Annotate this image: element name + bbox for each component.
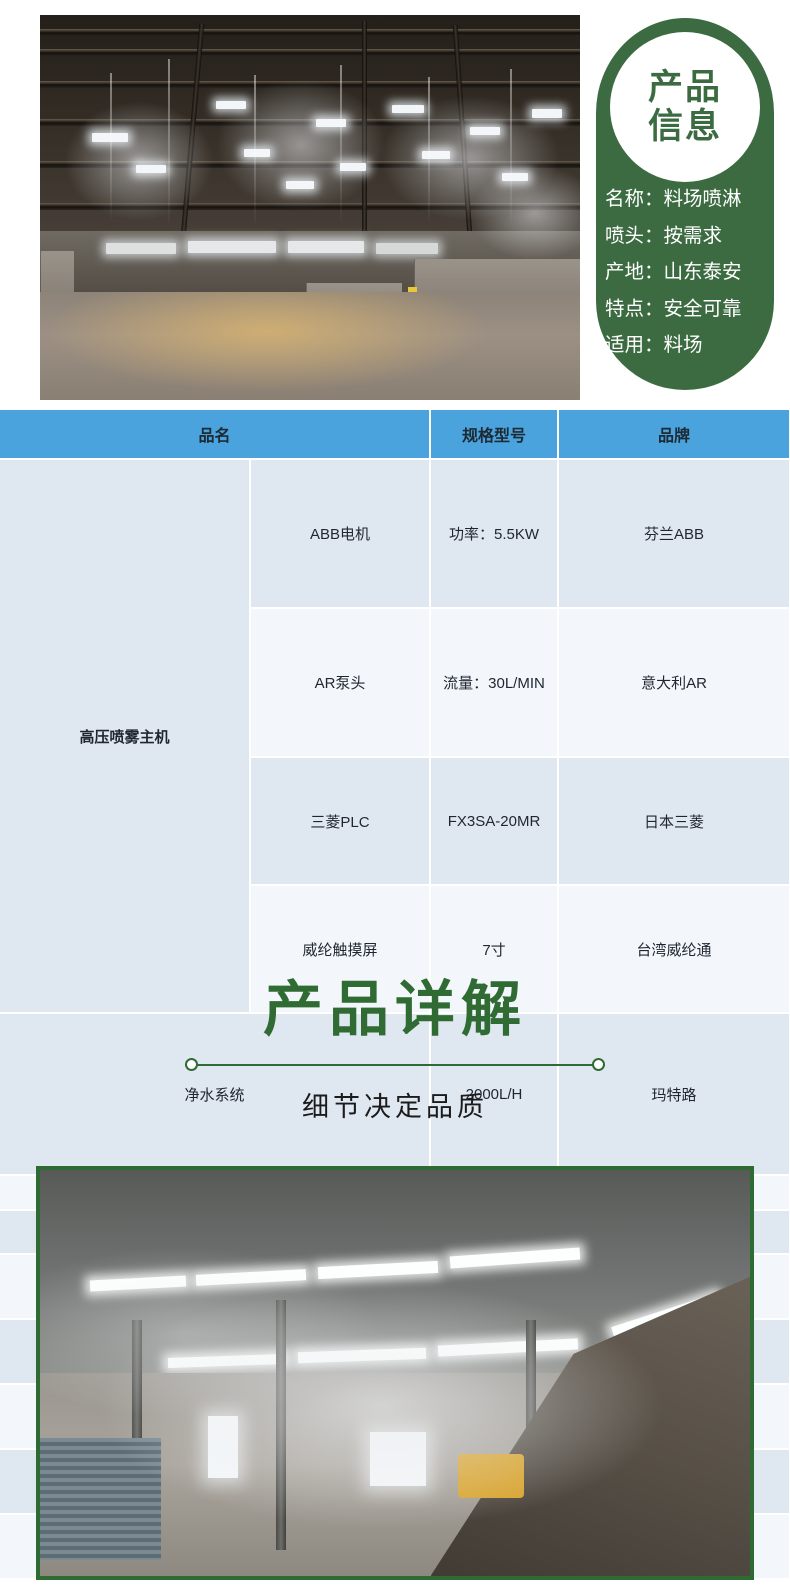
mist-jet [340, 65, 342, 225]
skylight [216, 101, 246, 109]
skylight [532, 109, 562, 118]
divider-dot-left-icon [185, 1058, 198, 1072]
cell-spec: 流量：30L/MIN [430, 608, 560, 758]
divider-line [185, 1063, 605, 1066]
cell-spec: FX3SA-20MR [430, 757, 560, 886]
cell-brand: 日本三菱 [558, 757, 790, 886]
skylight [422, 151, 450, 159]
cell-sub: 威纶触摸屏 [250, 885, 432, 1014]
roof-truss [40, 81, 580, 88]
dust-suppression-mist [40, 1170, 750, 1576]
roof-truss [40, 29, 580, 36]
skylight [470, 127, 500, 135]
product-info-panel: 产品 信息 名称：料场喷淋 喷头：按需求 产地：山东泰安 特点：安全可靠 适用：… [596, 18, 774, 390]
skylight [340, 163, 366, 171]
window-band [288, 241, 364, 253]
cell-spec: 7寸 [430, 885, 560, 1014]
roof-truss [40, 161, 580, 168]
column-header-name: 品名 [0, 410, 432, 460]
cell-brand: 台湾威纶通 [558, 885, 790, 1014]
product-info-list: 名称：料场喷淋 喷头：按需求 产地：山东泰安 特点：安全可靠 适用：料场 [596, 188, 774, 373]
product-info-name: 名称：料场喷淋 [605, 188, 742, 210]
mist-jet [428, 77, 430, 225]
support-column [362, 21, 367, 246]
section-subtitle: 细节决定品质 [302, 1091, 488, 1122]
table-row: 高压喷雾主机 ABB电机 功率：5.5KW 芬兰ABB 配自动补水系统 [0, 459, 790, 1014]
roof-truss [40, 49, 580, 56]
product-info-title-line2: 信息 [647, 107, 722, 146]
detail-section-header: 产品详解 细节决定品质 [0, 975, 790, 1124]
cell-name: 净水系统 [0, 1013, 432, 1176]
skylight [502, 173, 528, 181]
section-title: 产品详解 [263, 976, 527, 1043]
table-row: 威纶触摸屏 7寸 台湾威纶通 故障排查系统 [0, 885, 790, 1014]
table-row: 净水系统 2000L/H 玛特路 三级PP过滤+UF超滤 [0, 1013, 790, 1176]
cell-sub: ABB电机 [250, 459, 432, 609]
roof-truss [40, 119, 580, 126]
product-info-nozzle: 喷头：按需求 [605, 224, 723, 247]
column-header-model: 规格型号 [430, 410, 560, 460]
cell-sub: AR泵头 [250, 608, 432, 758]
product-info-badge: 产品 信息 [610, 32, 760, 182]
window-band [376, 243, 438, 254]
mist-jet [510, 69, 512, 225]
table-row: 三菱PLC FX3SA-20MR 日本三菱 过载保护系统 [0, 757, 790, 886]
cell-spec: 功率：5.5KW [430, 459, 560, 609]
product-info-feature: 特点：安全可靠 [605, 297, 742, 320]
product-info-usage: 适用：料场 [605, 334, 703, 356]
top-section: 产品 信息 名称：料场喷淋 喷头：按需求 产地：山东泰安 特点：安全可靠 适用：… [0, 0, 790, 400]
window-band [188, 241, 276, 253]
cell-brand: 意大利AR [558, 608, 790, 758]
warehouse-floor [40, 292, 580, 400]
skylight [286, 181, 314, 189]
mist-jet [168, 59, 170, 227]
merged-group-label: 高压喷雾主机 [0, 459, 251, 1014]
column-header-brand: 品牌 [558, 410, 790, 460]
skylight [244, 149, 270, 157]
table-row: AR泵头 流量：30L/MIN 意大利AR 无报警保护系统 [0, 608, 790, 758]
skylight [392, 105, 424, 113]
mist-jet [110, 73, 112, 223]
window-band [106, 243, 176, 254]
bottom-photo-scene [40, 1170, 750, 1576]
roof-truss [40, 203, 580, 210]
cell-sub: 三菱PLC [250, 757, 432, 886]
section-divider [185, 1056, 605, 1074]
product-info-title-line1: 产品 [647, 67, 722, 107]
bottom-photo [36, 1166, 754, 1580]
cell-spec: 2000L/H [430, 1013, 560, 1176]
cell-brand: 玛特路 [558, 1013, 790, 1176]
product-info-origin: 产地：山东泰安 [605, 261, 742, 283]
table-header-row: 品名 规格型号 品牌 备注 [0, 410, 790, 460]
skylight [136, 165, 166, 173]
divider-dot-right-icon [592, 1058, 605, 1072]
cell-brand: 芬兰ABB [558, 459, 790, 609]
mist-jet [254, 75, 256, 227]
hero-photo [40, 15, 580, 400]
